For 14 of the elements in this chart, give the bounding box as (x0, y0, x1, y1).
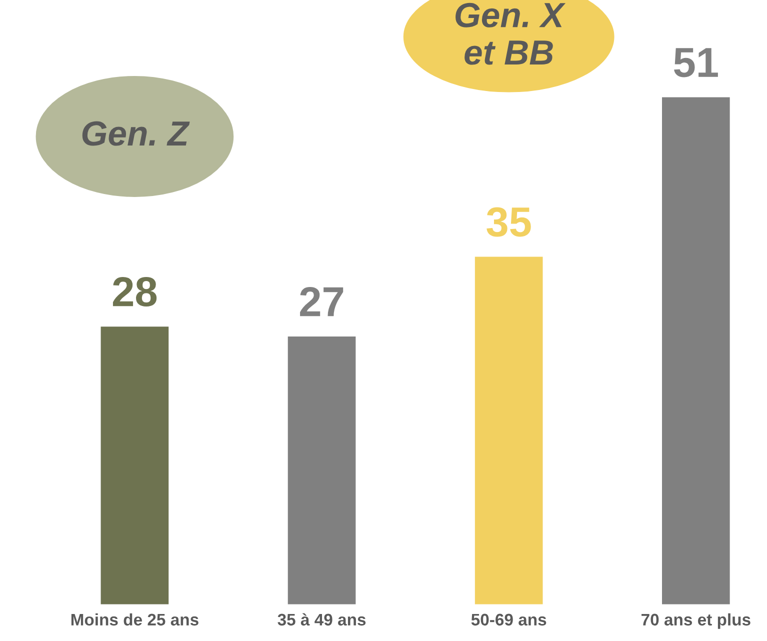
bar (474, 255, 544, 605)
data-label: 51 (674, 48, 718, 78)
data-label: 27 (300, 286, 344, 316)
x-tick-label: 70 ans et plus (642, 613, 750, 629)
text: Gen. X et BB (456, 2, 566, 65)
bar (286, 335, 358, 605)
annotation: Gen. Z (82, 121, 190, 146)
bar (660, 96, 732, 605)
data-label: 28 (112, 277, 157, 307)
x-tick-label: Moins de 25 ans (71, 613, 198, 626)
x-tick-label: 50-69 ans (471, 614, 546, 626)
bar (99, 325, 170, 605)
data-label: 35 (486, 207, 531, 237)
x-tick-label: 35 à 49 ans (278, 613, 366, 626)
